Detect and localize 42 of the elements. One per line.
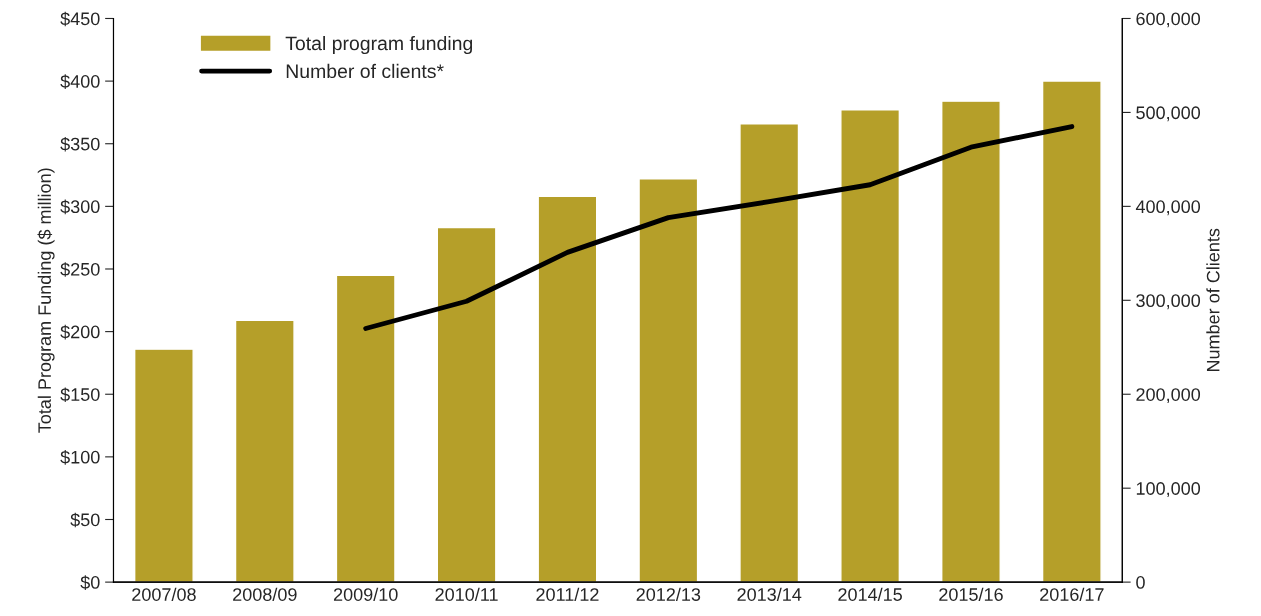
x-tick-label: 2013/14	[737, 587, 802, 601]
bar	[638, 178, 699, 583]
y-tick-label: $100	[60, 450, 100, 465]
y2-tick-label: 200,000	[1136, 388, 1201, 404]
y-tick-label: $200	[60, 324, 100, 340]
y-tick-label: $250	[60, 262, 100, 277]
y2-tick-label: 100,000	[1136, 482, 1201, 498]
bar	[335, 274, 396, 583]
bar	[739, 122, 800, 583]
x-tick-label: 2011/12	[536, 587, 599, 601]
y2-tick-label: 400,000	[1135, 200, 1201, 216]
legend-label: Number of clients*	[286, 63, 444, 79]
x-tick-label: 2014/15	[838, 587, 902, 601]
x-tick-label: 2015/16	[939, 587, 1003, 601]
y2-tick-label: 600,000	[1136, 12, 1201, 28]
y-tick-label: $400	[60, 74, 100, 89]
y-tick-label: $350	[60, 136, 100, 152]
x-tick-label: 2012/13	[636, 587, 701, 601]
y2-tick-label: 500,000	[1136, 106, 1201, 122]
legend-label: Total program funding	[285, 35, 473, 55]
y-axis-title: Total Program Funding ($ million)	[37, 168, 55, 433]
y2-tick-label: 0	[1136, 576, 1145, 589]
x-tick-label: 2007/08	[132, 587, 196, 601]
x-tick-label: 2016/17	[1040, 587, 1104, 601]
bar	[840, 109, 901, 583]
bar	[436, 226, 497, 583]
bar	[133, 348, 194, 583]
y-tick-label: $150	[60, 387, 100, 403]
bar	[1041, 80, 1102, 583]
x-tick-label: 2009/10	[333, 587, 398, 601]
y-tick-label: $450	[60, 11, 100, 27]
y2-tick-label: 300,000	[1136, 294, 1201, 310]
bar	[941, 100, 1001, 583]
bar	[234, 319, 295, 583]
x-tick-label: 2008/09	[233, 587, 297, 601]
line-series	[363, 124, 1075, 331]
y-tick-label: $0	[80, 575, 100, 590]
y-tick-label: $50	[70, 512, 100, 528]
y2-axis-title: Number of Clients	[1206, 228, 1220, 372]
y-tick-label: $300	[60, 199, 100, 215]
bar	[537, 195, 598, 583]
x-tick-label: 2010/11	[435, 587, 498, 601]
